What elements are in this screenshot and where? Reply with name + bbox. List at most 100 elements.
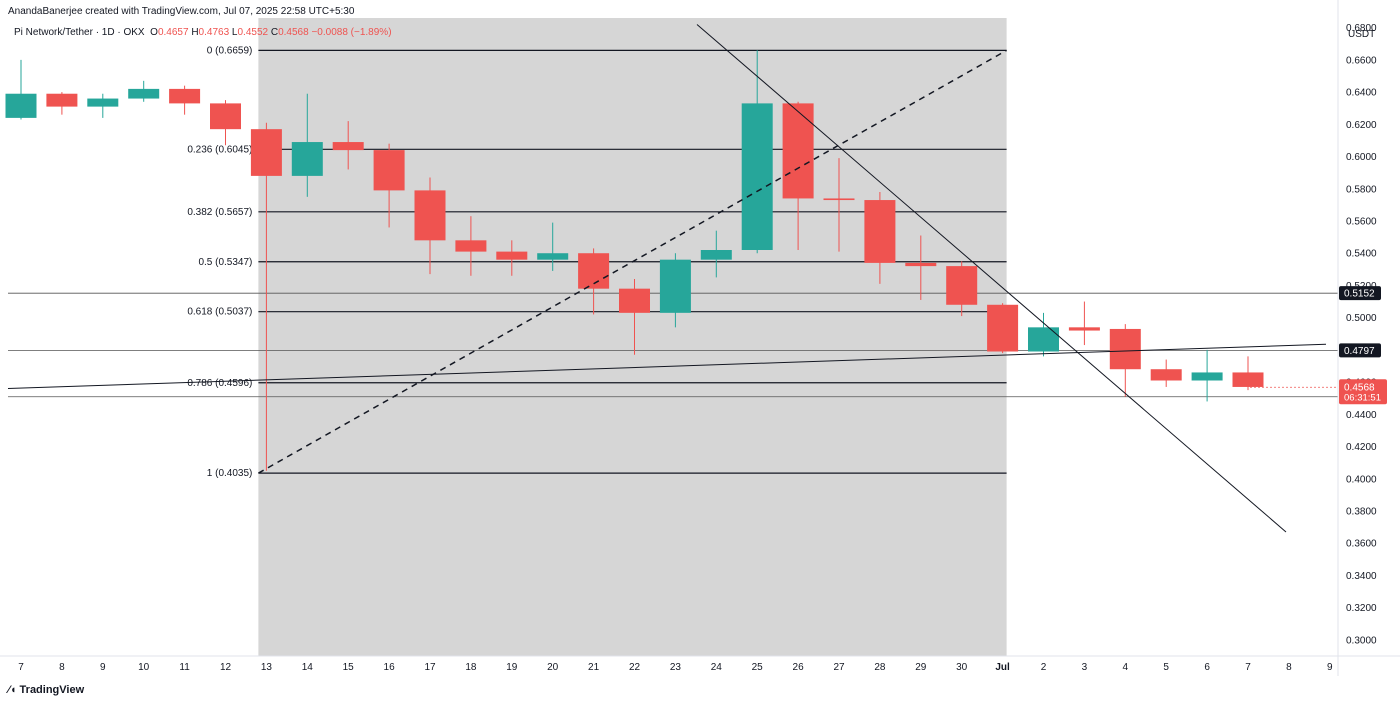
candle: [128, 80, 160, 102]
candle: [1150, 359, 1182, 387]
candle-body: [659, 259, 691, 313]
candle: [619, 279, 650, 355]
candle: [905, 235, 937, 300]
candle: [782, 101, 814, 250]
candle: [659, 253, 691, 328]
high-label: H: [191, 27, 199, 38]
y-tick-label: 0.6400: [1346, 88, 1377, 99]
price-tag: 0.4797: [1339, 343, 1381, 358]
tradingview-logo-icon: ⁄◖: [8, 684, 17, 696]
fib-level-label: 0.382 (0.5657): [187, 207, 252, 218]
high-value: 0.4763: [198, 27, 230, 38]
close-label: C: [270, 27, 279, 38]
candle-body: [1191, 372, 1223, 381]
fib-levels-layer: 0 (0.6659) 0.236 (0.6045) 0.382 (0.5657) 0.…: [187, 45, 1007, 479]
fib-diagonal-line: [258, 49, 1007, 474]
y-tick-label: 0.5400: [1346, 249, 1377, 260]
y-tick-label: 0.4400: [1346, 410, 1377, 421]
y-tick-label: 0.5000: [1346, 313, 1377, 324]
x-tick-label: 7: [18, 662, 24, 673]
y-tick-label: 0.6600: [1346, 55, 1377, 66]
symbol-label: Pi Network/Tether · 1D · OKX: [14, 27, 145, 38]
candle-body: [373, 150, 405, 191]
open-label: O: [150, 27, 158, 38]
y-tick-label: 0.6200: [1346, 120, 1377, 131]
candle: [5, 59, 37, 120]
fib-level-label: 0.5 (0.5347): [198, 257, 252, 268]
x-tick-label: 6: [1204, 662, 1210, 673]
candle-body: [414, 190, 446, 241]
x-tick-label: 20: [547, 662, 559, 673]
y-tick-label: 0.4000: [1346, 474, 1377, 485]
ascending-trendline: [7, 343, 1327, 390]
x-tick-label: 9: [100, 662, 106, 673]
price-tag-bg: [1339, 343, 1381, 358]
candle: [291, 93, 323, 197]
candle-body: [782, 103, 814, 199]
change-value: −0.0088 (−1.89%): [311, 27, 392, 38]
x-tick-label: 7: [1245, 662, 1251, 673]
last-price-tag-text: 0.4568: [1344, 382, 1375, 393]
x-tick-label: 28: [874, 662, 886, 673]
candle-body: [905, 262, 937, 267]
candle-body: [1150, 369, 1182, 381]
candle: [864, 192, 896, 284]
candle-body: [332, 142, 364, 151]
candle-body: [291, 142, 323, 176]
x-tick-label: 25: [752, 662, 764, 673]
candle: [537, 222, 569, 271]
candle: [741, 50, 773, 254]
candle: [169, 85, 201, 115]
candle-body: [741, 103, 773, 250]
low-value: 0.4552: [237, 27, 269, 38]
candle: [578, 248, 610, 315]
x-tick-label: 9: [1327, 662, 1333, 673]
y-tick-label: 0.3600: [1346, 539, 1377, 550]
low-label: L: [231, 27, 238, 38]
candle: [250, 122, 282, 471]
ohlc-legend: Pi Network/Tether · 1D · OKX O0.4657 H0.…: [14, 27, 392, 38]
price-tag-text: 0.4797: [1344, 346, 1375, 357]
candle-body: [87, 98, 119, 107]
candle-body: [823, 198, 855, 201]
candle: [1232, 356, 1264, 391]
candle-body: [5, 93, 37, 118]
candle: [1191, 349, 1223, 402]
x-tick-label: 26: [793, 662, 805, 673]
fib-level-label: 0.236 (0.6045): [187, 144, 252, 155]
x-tick-label: 24: [711, 662, 723, 673]
candle: [1028, 312, 1059, 357]
currency-label: USDT: [1348, 29, 1375, 40]
price-tag-text: 0.5152: [1344, 289, 1375, 300]
x-tick-label: 15: [343, 662, 355, 673]
candle-body: [537, 253, 569, 260]
x-tick-label: 2: [1041, 662, 1047, 673]
y-tick-label: 0.4200: [1346, 442, 1377, 453]
candle-body: [1068, 327, 1100, 331]
candle: [210, 100, 241, 146]
x-tick-label: 5: [1163, 662, 1169, 673]
candle-body: [619, 288, 650, 313]
y-tick-label: 0.6000: [1346, 152, 1377, 163]
candle: [700, 230, 732, 278]
candle: [1109, 324, 1141, 397]
x-tick-label: 21: [588, 662, 600, 673]
x-tick-label: 17: [424, 662, 436, 673]
y-tick-label: 0.3000: [1346, 635, 1377, 646]
candle-body: [987, 304, 1019, 352]
trendlines-layer: [7, 24, 1327, 533]
countdown-text: 06:31:51: [1344, 392, 1381, 403]
price-tag-bg: [1339, 286, 1381, 301]
candle: [373, 143, 405, 228]
candle-body: [210, 103, 241, 130]
candle-body: [700, 250, 732, 260]
candle-body: [455, 240, 487, 252]
x-tick-label: 3: [1082, 662, 1088, 673]
tradingview-logo: ⁄◖ TradingView: [8, 684, 84, 696]
candle: [946, 261, 978, 317]
x-tick-label: Jul: [995, 662, 1010, 673]
x-tick-label: 8: [59, 662, 65, 673]
